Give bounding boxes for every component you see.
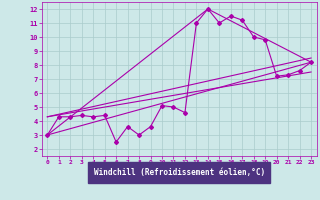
X-axis label: Windchill (Refroidissement éolien,°C): Windchill (Refroidissement éolien,°C) [94, 168, 265, 177]
